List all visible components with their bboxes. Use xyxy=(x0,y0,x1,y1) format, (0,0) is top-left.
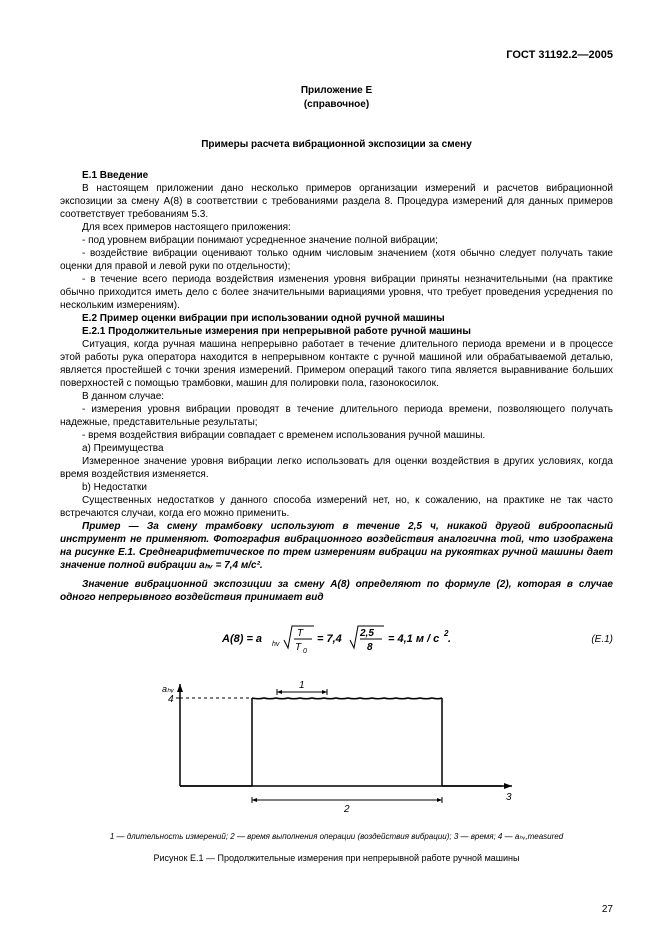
formula-row: A(8) = a hv T T 0 = 7,4 2,5 8 = 4,1 м / … xyxy=(60,616,613,662)
section-e21-head: Е.2.1 Продолжительные измерения при непр… xyxy=(60,325,613,338)
svg-text:8: 8 xyxy=(367,642,373,653)
para: В настоящем приложении дано несколько пр… xyxy=(60,182,613,221)
formula-number: (Е.1) xyxy=(452,633,614,646)
appendix-header: Приложение Е (справочное) xyxy=(60,84,613,112)
title: Примеры расчета вибрационной экспозиции … xyxy=(60,138,613,151)
svg-text:hv: hv xyxy=(272,641,280,648)
svg-text:= 4,1 м / с: = 4,1 м / с xyxy=(388,633,439,645)
figure-e1: aₕᵥ4 1 2 3 xyxy=(60,676,613,820)
para: a) Преимущества xyxy=(60,442,613,455)
page-number: 27 xyxy=(602,903,613,916)
example-para: Значение вибрационной экспозиции за смен… xyxy=(60,578,613,604)
bullet: - в течение всего периода воздействия из… xyxy=(60,273,613,312)
bullet: - воздействие вибрации оценивают только … xyxy=(60,247,613,273)
svg-text:3: 3 xyxy=(506,792,512,803)
figure-svg: aₕᵥ4 1 2 3 xyxy=(152,676,522,816)
para: Измеренное значение уровня вибрации легк… xyxy=(60,455,613,481)
svg-text:.: . xyxy=(448,633,451,645)
page: ГОСТ 31192.2—2005 Приложение Е (справочн… xyxy=(0,0,661,936)
para: В данном случае: xyxy=(60,390,613,403)
section-e1-head: Е.1 Введение xyxy=(60,169,613,182)
formula-svg: A(8) = a hv T T 0 = 7,4 2,5 8 = 4,1 м / … xyxy=(222,616,452,658)
para: Существенных недостатков у данного спосо… xyxy=(60,494,613,520)
svg-text:T: T xyxy=(297,628,304,639)
section-e2-head: Е.2 Пример оценки вибрации при использов… xyxy=(60,312,613,325)
bullet: - время воздействия вибрации совпадает с… xyxy=(60,429,613,442)
para: Ситуация, когда ручная машина непрерывно… xyxy=(60,338,613,390)
para: b) Недостатки xyxy=(60,481,613,494)
svg-text:= 7,4: = 7,4 xyxy=(317,633,342,645)
document-code: ГОСТ 31192.2—2005 xyxy=(60,48,613,62)
svg-text:T: T xyxy=(295,642,302,653)
example-para: Пример — За смену трамбовку используют в… xyxy=(60,520,613,572)
svg-text:aₕᵥ: aₕᵥ xyxy=(162,684,175,694)
svg-text:2: 2 xyxy=(343,804,350,815)
appendix-line2: (справочное) xyxy=(60,98,613,112)
para: Для всех примеров настоящего приложения: xyxy=(60,221,613,234)
appendix-line1: Приложение Е xyxy=(60,84,613,98)
svg-text:A(8) = a: A(8) = a xyxy=(222,633,262,645)
figure-caption: Рисунок Е.1 — Продолжительные измерения … xyxy=(60,853,613,865)
svg-text:4: 4 xyxy=(168,694,174,705)
svg-text:2,5: 2,5 xyxy=(359,628,374,639)
svg-text:1: 1 xyxy=(299,680,305,691)
figure-legend: 1 — длительность измерений; 2 — время вы… xyxy=(60,832,613,842)
formula: A(8) = a hv T T 0 = 7,4 2,5 8 = 4,1 м / … xyxy=(222,616,452,662)
svg-text:0: 0 xyxy=(303,648,307,655)
bullet: - измерения уровня вибрации проводят в т… xyxy=(60,403,613,429)
bullet: - под уровнем вибрации понимают усреднен… xyxy=(60,234,613,247)
